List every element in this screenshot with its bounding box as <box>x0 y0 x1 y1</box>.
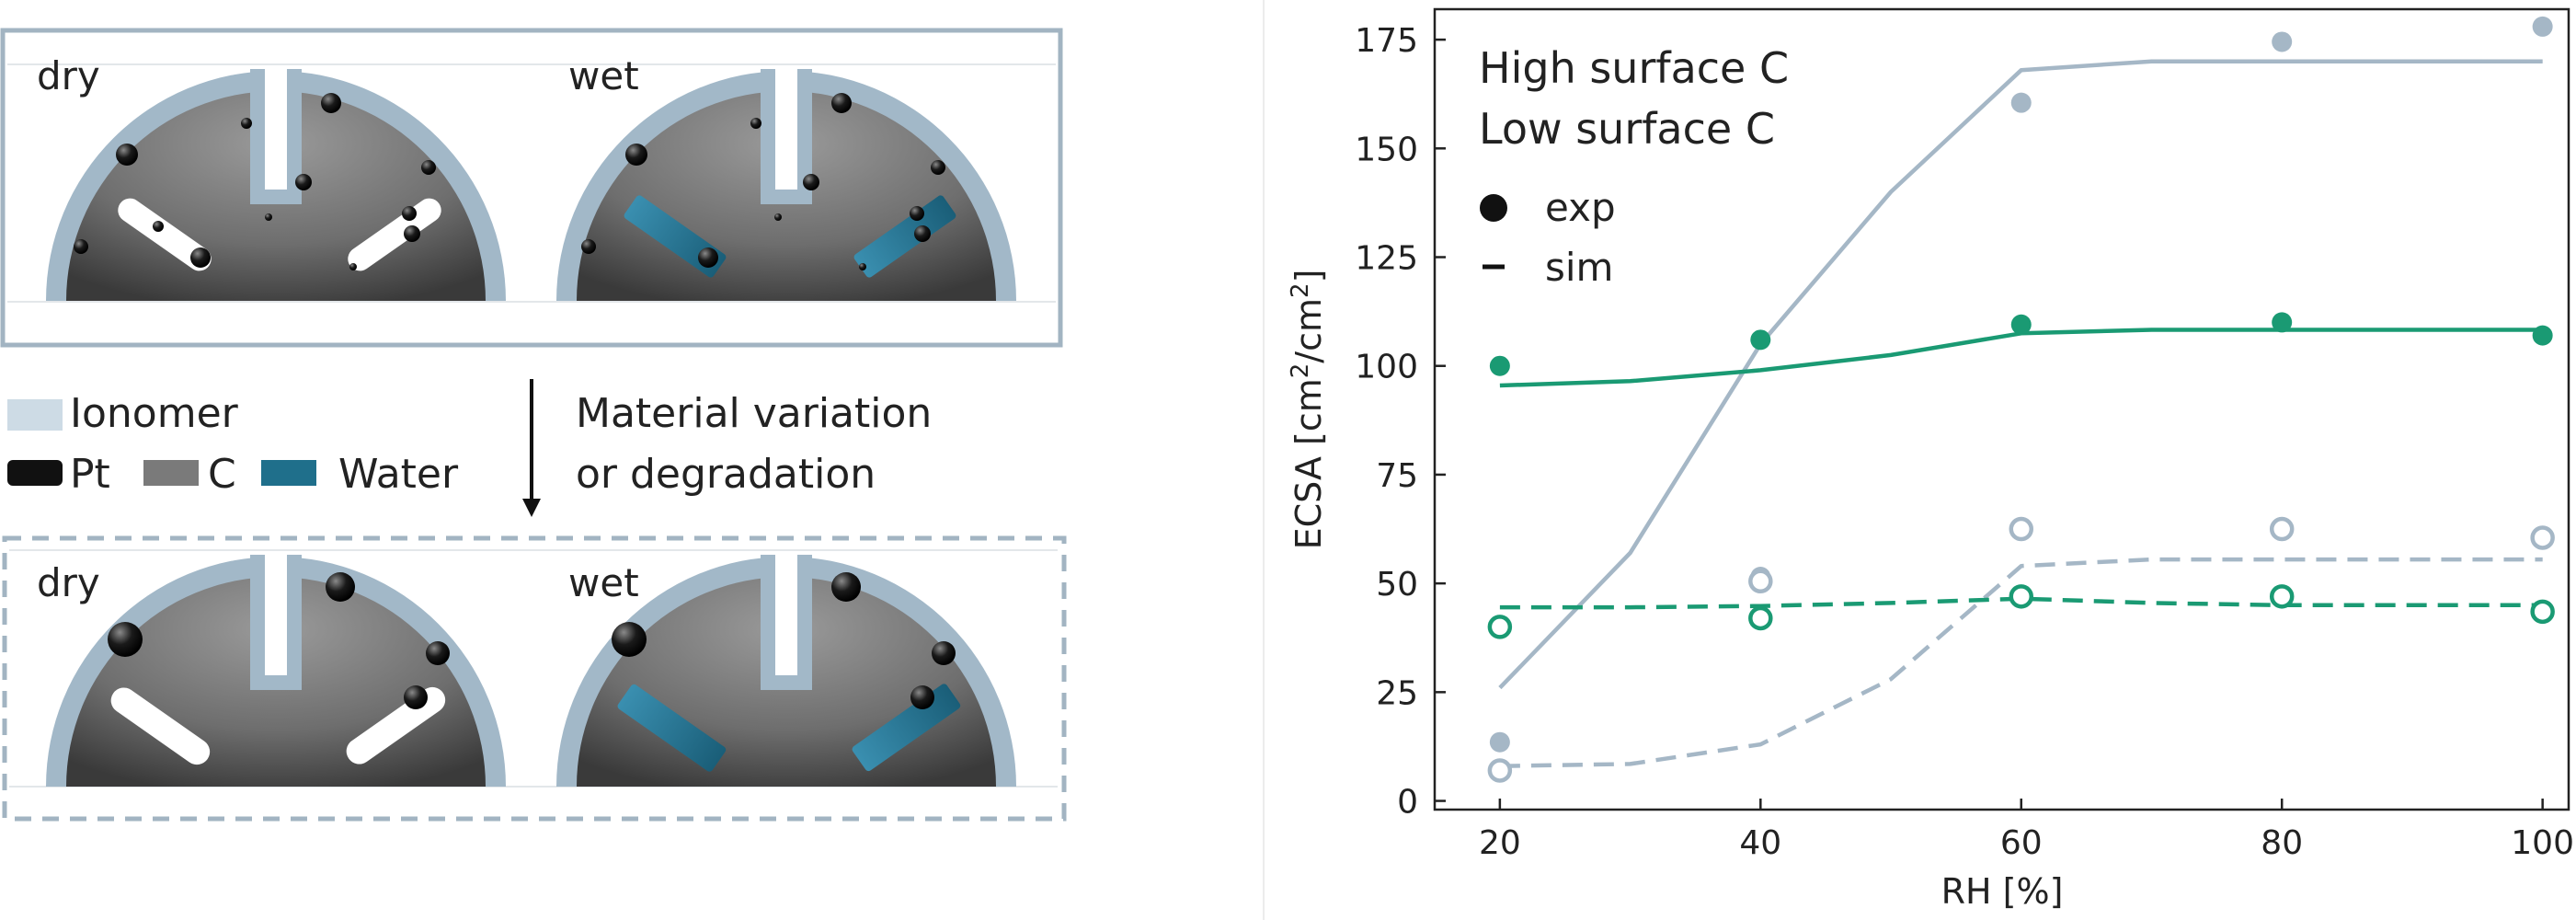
bottom-dry-label: dry <box>37 560 100 605</box>
y-tick-label: 50 <box>1376 566 1418 604</box>
y-tick-label: 100 <box>1355 349 1418 386</box>
bottom-wet-particle <box>556 555 1016 787</box>
arrow-label-line1: Material variation <box>576 390 932 437</box>
arrow-label-line2: or degradation <box>576 451 876 498</box>
legend-ionomer: Ionomer <box>70 390 239 437</box>
sim-line-low-surface-c-dashed <box>1499 596 2543 610</box>
x-tick-label: 20 <box>1479 824 1521 862</box>
water-swatch <box>261 460 316 486</box>
top-dry-label: dry <box>37 53 100 98</box>
exp-point-high-surface-c-open <box>2269 516 2295 542</box>
exp-point-low-surface-c-open <box>1487 615 1513 639</box>
y-tick-label: 75 <box>1376 457 1418 495</box>
axis-ticks: 20 40 60 80 100 0 25 50 75 100 125 150 175 <box>1355 22 2574 862</box>
exp-point-high-surface-c-open <box>1487 758 1513 783</box>
sim-line-low-surface-c-solid <box>1499 328 2543 388</box>
legend-low-surface-c: Low surface C <box>1479 104 1775 154</box>
exp-point-high-surface-c-open <box>2009 516 2034 542</box>
series-points <box>1487 16 2555 783</box>
legend-sim: sim <box>1545 245 1613 290</box>
exp-point-low-surface-c-filled <box>1489 355 1510 376</box>
plot-frame <box>1433 7 2570 811</box>
exp-point-high-surface-c-open <box>1748 569 1773 594</box>
exp-point-high-surface-c-filled <box>2010 92 2032 113</box>
exp-point-low-surface-c-open <box>2009 584 2034 609</box>
exp-point-high-surface-c-filled <box>1489 731 1510 753</box>
exp-point-high-surface-c-filled <box>2272 31 2293 52</box>
top-dry-particle <box>46 69 506 301</box>
y-tick-label: 175 <box>1355 22 1418 60</box>
x-tick-label: 40 <box>1739 824 1781 862</box>
legend-water: Water <box>338 451 459 498</box>
y-axis-label-text: ECSA [cm2/cm2] <box>1287 270 1329 550</box>
legend-exp-marker <box>1480 194 1507 222</box>
series-lines <box>1498 59 2543 768</box>
x-axis-label: RH [%] <box>1941 871 2064 912</box>
exp-point-high-surface-c-open <box>2530 525 2555 550</box>
sim-line-high-surface-c-solid <box>1498 59 2543 690</box>
ionomer-swatch <box>7 399 63 431</box>
x-tick-label: 100 <box>2511 824 2574 862</box>
y-tick-label: 150 <box>1355 131 1418 168</box>
sim-line-high-surface-c-dashed <box>1499 557 2543 768</box>
exp-point-low-surface-c-filled <box>2532 325 2553 346</box>
exp-point-low-surface-c-open <box>2530 599 2555 625</box>
bottom-dry-particle <box>46 555 506 787</box>
carbon-swatch <box>143 460 199 486</box>
exp-point-low-surface-c-open <box>1748 605 1773 631</box>
top-wet-label: wet <box>568 53 639 98</box>
ecsa-chart: 20 40 60 80 100 0 25 50 75 100 125 150 175 High surf… <box>1287 7 2574 912</box>
y-tick-label: 0 <box>1397 784 1418 822</box>
legend-exp: exp <box>1545 185 1616 230</box>
exp-point-low-surface-c-open <box>2269 584 2295 609</box>
exp-point-low-surface-c-filled <box>1750 329 1771 351</box>
exp-point-low-surface-c-filled <box>2010 314 2032 335</box>
legend-c: C <box>208 451 236 498</box>
degradation-arrow <box>522 379 541 517</box>
exp-point-low-surface-c-filled <box>2272 312 2293 333</box>
bottom-wet-label: wet <box>568 560 639 605</box>
top-wet-particle <box>556 69 1016 301</box>
y-tick-label: 25 <box>1376 674 1418 712</box>
x-tick-label: 60 <box>2000 824 2043 862</box>
panel-divider <box>1263 0 1265 920</box>
pt-swatch <box>7 460 63 486</box>
schematic-panel: dry wet Ionomer Pt C Water Material vari… <box>0 28 1067 822</box>
x-tick-label: 80 <box>2261 824 2303 862</box>
exp-point-high-surface-c-filled <box>2532 16 2553 37</box>
legend-pt: Pt <box>70 451 110 498</box>
legend-high-surface-c: High surface C <box>1479 43 1789 93</box>
y-tick-label: 125 <box>1355 240 1418 278</box>
